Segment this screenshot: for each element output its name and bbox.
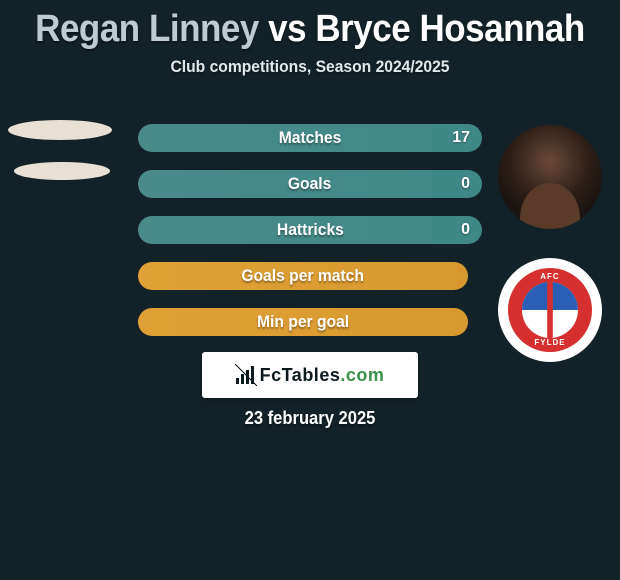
stat-bar-goals-per-match: Goals per match xyxy=(138,262,468,290)
badge-text-bottom: FYLDE xyxy=(508,338,592,347)
player1-name: Regan Linney xyxy=(35,8,259,50)
stat-bars: Matches Goals Hattricks Goals per match Min … xyxy=(138,124,482,354)
page-title: Regan Linney vs Bryce Hosannah xyxy=(25,0,595,51)
stat-bar-hattricks: Hattricks xyxy=(138,216,482,244)
stat-bar-matches: Matches xyxy=(138,124,482,152)
club-badge-core xyxy=(522,282,578,338)
logo-domain: .com xyxy=(340,365,384,385)
vs-text: vs xyxy=(268,8,306,50)
club-badge: AFC FYLDE xyxy=(498,258,602,362)
fctables-logo: FcTables.com xyxy=(202,352,418,398)
date-label: 23 february 2025 xyxy=(25,408,595,429)
subtitle: Club competitions, Season 2024/2025 xyxy=(25,57,595,77)
bar-chart-icon xyxy=(236,366,256,384)
stat-bar-label: Min per goal xyxy=(257,312,349,332)
stat-bar-goals: Goals xyxy=(138,170,482,198)
logo-brand: FcTables xyxy=(260,365,341,385)
player1-avatar xyxy=(8,120,112,180)
player2-avatar xyxy=(498,125,602,229)
avatar-placeholder-shape xyxy=(14,162,110,180)
stat-bar-min-per-goal: Min per goal xyxy=(138,308,468,336)
logo-text: FcTables.com xyxy=(260,365,385,386)
avatar-placeholder-shape xyxy=(8,120,112,140)
badge-text-top: AFC xyxy=(508,272,592,281)
club-badge-ring: AFC FYLDE xyxy=(508,268,592,352)
stat-bar-label: Goals xyxy=(288,174,331,194)
player2-name: Bryce Hosannah xyxy=(315,8,584,50)
stat-bar-label: Hattricks xyxy=(277,220,344,240)
stat-bar-label: Goals per match xyxy=(242,266,365,286)
stat-bar-label: Matches xyxy=(279,128,342,148)
